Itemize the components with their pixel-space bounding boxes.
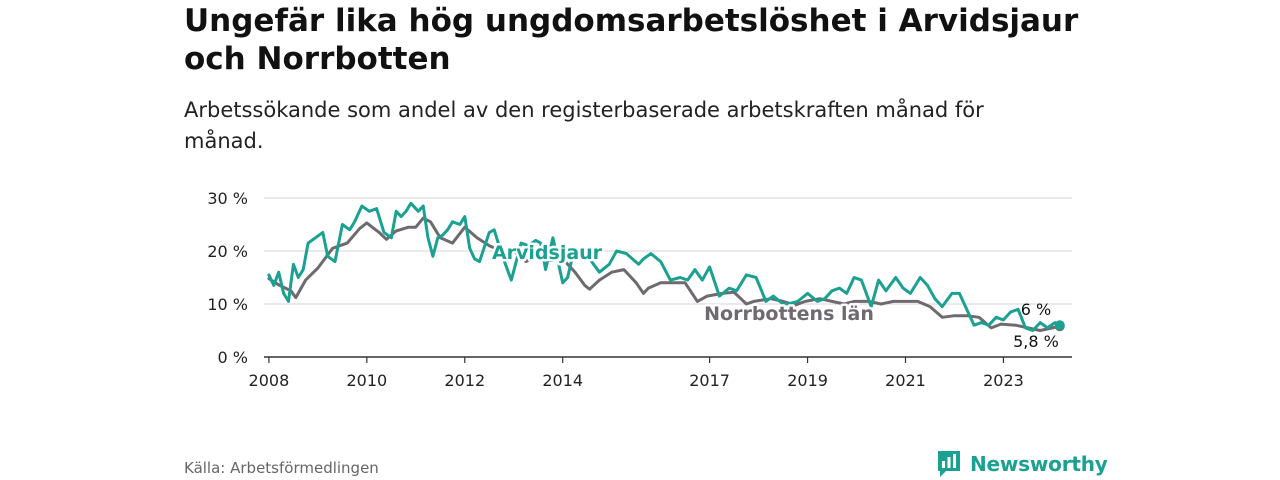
chart-subtitle: Arbetssökande som andel av den registerb… — [184, 98, 984, 153]
source-note: Källa: Arbetsförmedlingen — [184, 459, 379, 477]
newsworthy-logo-icon — [938, 451, 960, 477]
x-tick-label: 2023 — [983, 371, 1024, 390]
y-tick-label: 10 % — [207, 295, 248, 314]
x-axis: 2008 2010 2012 2014 2017 2019 2021 2023 — [249, 357, 1024, 390]
x-tick-label: 2017 — [689, 371, 730, 390]
end-value-arvidsjaur: 6 % — [1021, 300, 1051, 319]
y-tick-label: 30 % — [207, 189, 248, 208]
y-tick-label: 20 % — [207, 242, 248, 261]
brand-logo[interactable]: Newsworthy — [936, 449, 1108, 479]
chart-title: Ungefär lika hög ungdomsarbetslöshet i A… — [184, 3, 1079, 77]
x-tick-label: 2021 — [885, 371, 926, 390]
series-label-norrbotten: Norrbottens län — [704, 303, 874, 325]
y-tick-label: 0 % — [218, 348, 248, 367]
brand-name: Newsworthy — [970, 452, 1108, 476]
series-label-arvidsjaur: Arvidsjaur — [492, 242, 603, 264]
series-line-arvidsjaur — [267, 201, 1062, 332]
x-tick-label: 2012 — [444, 371, 485, 390]
series-label-norrbotten-halo: Norrbottens län — [704, 303, 874, 325]
x-tick-label: 2010 — [346, 371, 387, 390]
gridlines: 0 % 10 % 20 % 30 % — [207, 189, 1072, 367]
x-tick-label: 2014 — [542, 371, 583, 390]
series-lines — [267, 201, 1065, 332]
end-value-norrbotten: 5,8 % — [1013, 332, 1059, 351]
series-label-arvidsjaur-halo: Arvidsjaur — [492, 242, 603, 264]
x-tick-label: 2008 — [249, 371, 290, 390]
x-tick-label: 2019 — [787, 371, 828, 390]
endpoint-arvidsjaur — [1054, 320, 1065, 331]
